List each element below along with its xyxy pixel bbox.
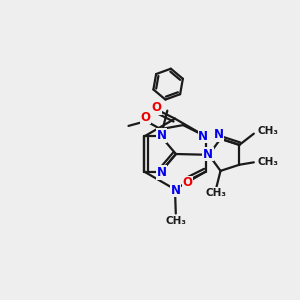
Text: N: N <box>157 166 167 179</box>
Text: CH₃: CH₃ <box>258 157 279 167</box>
Text: N: N <box>157 129 167 142</box>
Text: O: O <box>182 176 192 189</box>
Text: N: N <box>198 130 208 143</box>
Text: N: N <box>171 184 181 197</box>
Text: N: N <box>203 148 213 160</box>
Text: N: N <box>214 128 224 141</box>
Text: CH₃: CH₃ <box>258 126 279 136</box>
Text: O: O <box>152 101 161 114</box>
Text: O: O <box>140 111 150 124</box>
Text: CH₃: CH₃ <box>165 216 186 226</box>
Text: CH₃: CH₃ <box>206 188 227 198</box>
